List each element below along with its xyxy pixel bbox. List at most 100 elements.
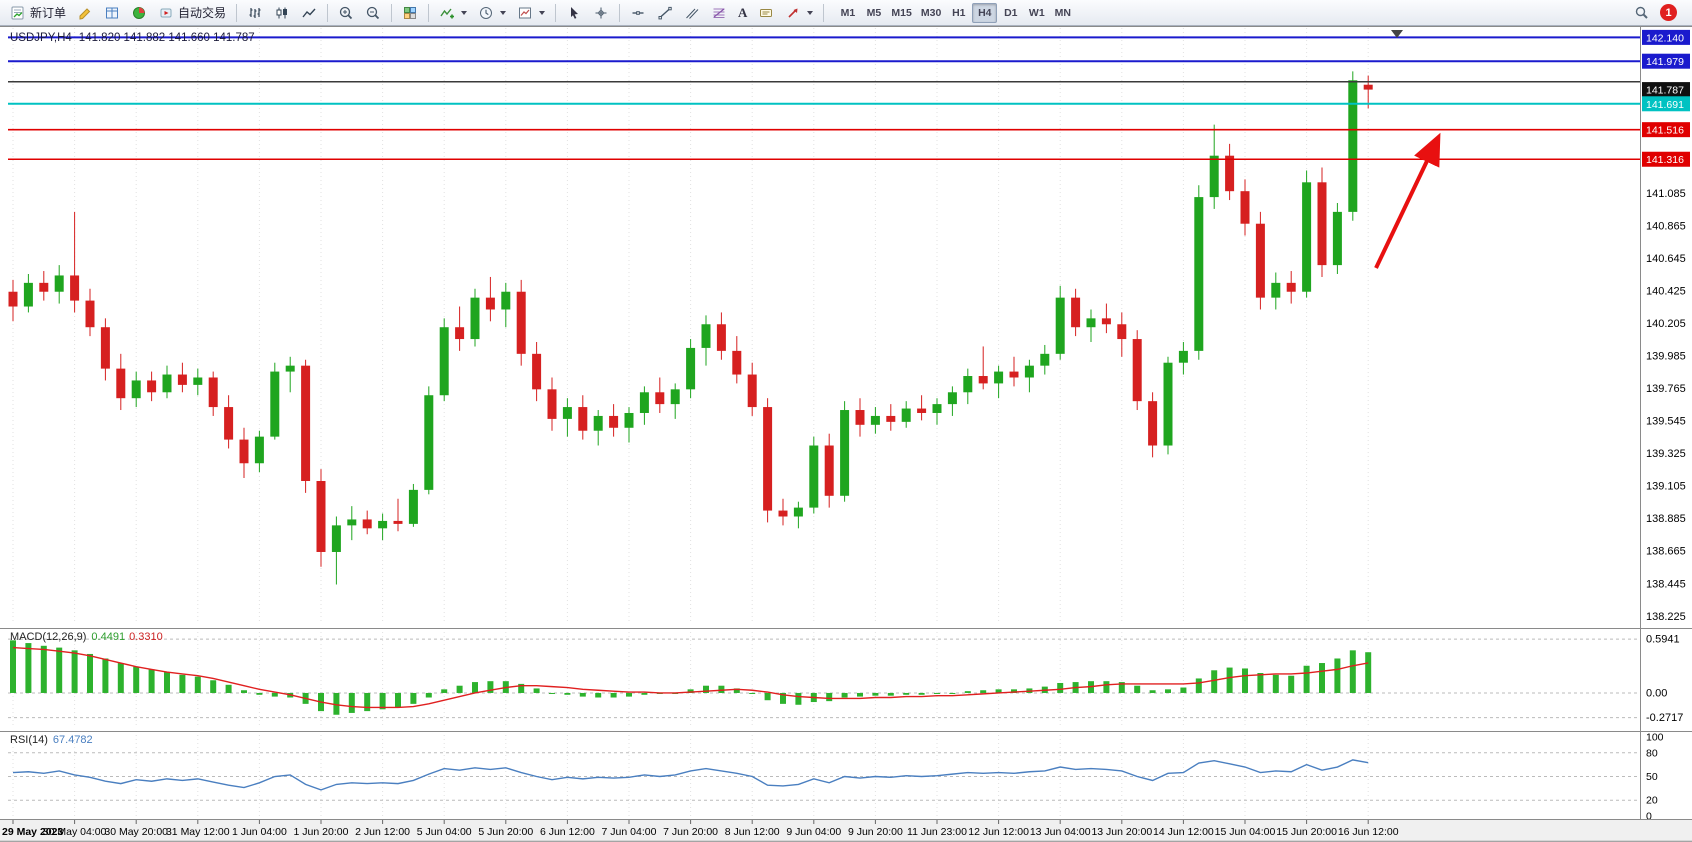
zoom-out-icon: [366, 6, 380, 19]
time-axis-label: 29 May 2023: [2, 826, 63, 838]
trendline-tool-button[interactable]: [652, 2, 678, 24]
price-badge: [1642, 53, 1690, 69]
arrows-tool-button[interactable]: [780, 2, 818, 24]
autotrading-label: 自动交易: [178, 6, 227, 20]
arrow-tool-icon: [788, 8, 798, 18]
bear-candle: [886, 415, 896, 422]
fibonacci-icon: [713, 8, 725, 18]
macd-histogram-bar: [25, 643, 32, 693]
chart-title: USDJPY,H4 141.820 141.882 141.660 141.787: [10, 32, 255, 44]
zoom-out-button[interactable]: [360, 2, 386, 24]
macd-histogram-bar: [179, 674, 186, 693]
fibonacci-tool-button[interactable]: [706, 2, 732, 24]
price-axis-label: 139.985: [1646, 351, 1686, 363]
zoom-in-button[interactable]: [333, 2, 359, 24]
bear-candle: [516, 291, 526, 354]
macd-histogram-bar: [410, 692, 417, 704]
bull-candle: [963, 376, 973, 393]
time-axis-label: 2 Jun 12:00: [355, 826, 410, 838]
time-axis-label: 7 Jun 04:00: [602, 826, 657, 838]
bear-candle: [763, 407, 773, 511]
bear-candle: [1240, 191, 1250, 224]
bear-candle: [747, 374, 757, 408]
indicators-button[interactable]: [434, 2, 472, 24]
timeframe-m15[interactable]: M15: [891, 6, 912, 19]
horizontal-line-tool-button[interactable]: [625, 2, 651, 24]
bear-candle: [224, 407, 234, 440]
periods-button[interactable]: [473, 2, 511, 24]
crosshair-button[interactable]: [588, 2, 614, 24]
candlestick-chart-icon: [276, 7, 288, 18]
macd-histogram-bar: [71, 650, 78, 693]
templates-button[interactable]: [512, 2, 550, 24]
bull-candle: [932, 404, 942, 413]
metaeditor-button[interactable]: [72, 2, 98, 24]
bull-candle: [639, 392, 649, 413]
bull-candle: [1163, 362, 1173, 446]
market-watch-button[interactable]: [99, 2, 125, 24]
macd-histogram-bar: [348, 692, 355, 713]
price-badge-label: 141.516: [1646, 125, 1684, 137]
time-axis-label: 12 Jun 12:00: [968, 826, 1029, 838]
time-axis-label: 14 Jun 12:00: [1153, 826, 1214, 838]
trend-arrow[interactable]: [1374, 132, 1441, 269]
bull-candle: [870, 415, 880, 425]
bull-candle: [254, 436, 264, 464]
bull-candle: [670, 389, 680, 405]
macd-histogram-bar: [1211, 670, 1218, 693]
time-axis-label: 1 Jun 04:00: [232, 826, 287, 838]
timeframe-d1[interactable]: D1: [1004, 6, 1018, 19]
chevron-down-icon: [500, 10, 507, 15]
search-button[interactable]: [1629, 2, 1655, 24]
line-chart-icon: [302, 8, 316, 17]
price-axis-label: 139.325: [1646, 448, 1686, 460]
channel-tool-button[interactable]: [679, 2, 705, 24]
toolbar-separator: [327, 3, 329, 22]
text-label-tool-button[interactable]: [753, 2, 779, 24]
notification-count: 1: [1665, 6, 1672, 19]
bear-candle: [1071, 297, 1081, 328]
macd-histogram-bar: [1165, 689, 1171, 693]
timeframe-h4[interactable]: H4: [972, 2, 998, 23]
timeframe-mn[interactable]: MN: [1054, 6, 1071, 19]
time-axis-label: 1 Jun 20:00: [294, 826, 349, 838]
macd-histogram-bar: [425, 692, 432, 698]
macd-histogram-bar: [1319, 663, 1325, 693]
bull-candle: [901, 408, 911, 422]
time-axis-label: 5 Jun 20:00: [478, 826, 533, 838]
macd-histogram-bar: [964, 691, 971, 693]
macd-axis-label: 0.5941: [1646, 634, 1680, 646]
price-badge: [1642, 96, 1690, 112]
chart-shift-marker[interactable]: [1391, 30, 1403, 38]
strategy-tester-button[interactable]: [126, 2, 152, 24]
bull-candle: [285, 365, 295, 372]
timeframe-m1[interactable]: M1: [840, 6, 856, 19]
macd-histogram-bar: [733, 688, 740, 693]
notification-badge[interactable]: 1: [1660, 4, 1677, 21]
price-badge-label: 141.316: [1646, 154, 1684, 166]
macd-histogram-bar: [364, 692, 371, 712]
candlestick-chart-button[interactable]: [269, 2, 295, 24]
timeframe-w1[interactable]: W1: [1028, 6, 1045, 19]
bull-candle: [54, 275, 64, 292]
timeframe-m5[interactable]: M5: [866, 6, 882, 19]
time-axis-strip[interactable]: [0, 820, 1692, 842]
bear-candle: [1286, 282, 1296, 292]
text-tool-button[interactable]: A: [733, 2, 752, 24]
macd-histogram-bar: [872, 692, 879, 696]
chart-canvas[interactable]: 142.140 141.979 141.787 141.691 141.516 141.3…: [0, 26, 1692, 842]
macd-histogram-bar: [595, 692, 602, 698]
new-order-button[interactable]: 新订单: [5, 2, 71, 24]
macd-histogram-bar: [164, 672, 170, 693]
line-chart-button[interactable]: [296, 2, 322, 24]
cursor-button[interactable]: [561, 2, 587, 24]
rsi-line: [12, 759, 1369, 791]
rsi-axis-label: 20: [1646, 795, 1658, 807]
bar-chart-button[interactable]: [242, 2, 268, 24]
bear-candle: [485, 297, 495, 310]
price-axis-label: 139.765: [1646, 383, 1686, 395]
timeframe-h1[interactable]: H1: [952, 6, 966, 19]
timeframe-m30[interactable]: M30: [920, 6, 942, 19]
tile-windows-button[interactable]: [397, 2, 423, 24]
autotrading-button[interactable]: 自动交易: [153, 2, 231, 24]
